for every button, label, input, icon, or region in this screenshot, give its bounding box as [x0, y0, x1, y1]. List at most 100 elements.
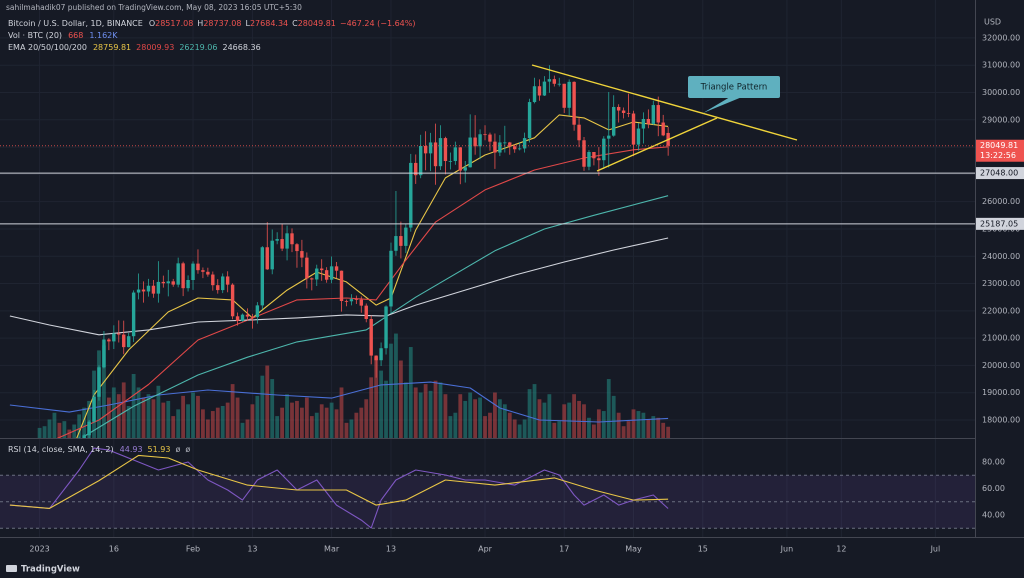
callout-box	[688, 76, 780, 98]
volume-bar	[324, 407, 329, 438]
volume-bar	[364, 399, 369, 438]
volume-bar	[398, 360, 403, 438]
volume-bar	[522, 419, 527, 438]
candle-body	[349, 299, 354, 302]
candle-body	[191, 263, 195, 280]
volume-bar	[408, 347, 413, 438]
candle-body	[616, 106, 621, 111]
candle-body	[448, 161, 453, 162]
volume-bar	[146, 394, 151, 438]
rsi-pane	[0, 447, 975, 529]
y-tick-label: 32000.00	[982, 33, 1020, 42]
candle-body	[230, 284, 235, 317]
volume-bar	[606, 379, 611, 438]
candle-body	[493, 141, 497, 153]
volume-bar	[201, 409, 205, 438]
candle-body	[315, 268, 319, 280]
candle-body	[443, 138, 448, 162]
y-tick-label: 19000.00	[982, 388, 1020, 397]
volume-bar	[102, 345, 106, 438]
ema-line	[56, 146, 669, 438]
rsi-name: RSI (14, close, SMA, 14, 2)	[8, 445, 114, 454]
x-tick-label: 2023	[29, 545, 49, 554]
x-tick-label: 16	[109, 545, 119, 554]
candle-body	[517, 148, 522, 150]
candle-body	[112, 333, 116, 342]
candle-body	[211, 274, 215, 286]
level-label: 27048.00	[980, 169, 1018, 178]
ema-legend: EMA 20/50/100/200 28759.81 28009.93 26219.0…	[8, 43, 261, 52]
candle-body	[532, 86, 537, 103]
ema-line	[83, 195, 669, 437]
volume-bar	[661, 422, 666, 438]
rsi-line	[9, 447, 669, 529]
candle-body	[646, 118, 651, 124]
volume-bar	[255, 395, 260, 438]
volume-bar	[448, 416, 453, 438]
ema-line	[9, 237, 669, 336]
candle-body	[181, 263, 185, 289]
y-tick-label: 31000.00	[982, 61, 1020, 70]
volume-bar	[359, 407, 364, 438]
candle-body	[265, 247, 269, 270]
volume-bar	[621, 426, 626, 438]
last-price-tag	[976, 139, 1024, 162]
volume-bar	[616, 412, 621, 438]
candle-body	[503, 142, 507, 144]
volume-bar	[641, 412, 646, 438]
volume-bar	[245, 419, 250, 438]
volume-bar	[141, 397, 146, 438]
trendline-upper	[531, 64, 798, 141]
logo: TradingView	[6, 565, 80, 575]
x-tick-label: 12	[836, 545, 846, 554]
volume-bar	[636, 411, 641, 438]
candle-body	[161, 281, 166, 284]
candle-body	[255, 305, 260, 318]
ema20-last: 28759.81	[93, 43, 131, 52]
rsi-tick-label: 60.00	[982, 484, 1005, 493]
volume-bar	[77, 414, 82, 438]
candle-body	[250, 316, 255, 318]
candle-body	[374, 355, 378, 361]
volume-bar	[532, 384, 537, 438]
logo-icon	[6, 565, 17, 572]
volume-bar	[626, 421, 631, 438]
volume-bar	[458, 394, 463, 438]
candle-body	[171, 281, 175, 285]
volume-bar	[126, 405, 131, 438]
candle-body	[82, 435, 86, 438]
candle-body	[92, 396, 96, 422]
published-note: sahilmahadik07 published on TradingView.…	[6, 3, 302, 12]
y-tick-label: 20000.00	[982, 361, 1020, 370]
candle-body	[359, 299, 363, 306]
volume-bar	[57, 422, 62, 438]
volume-bar	[527, 389, 532, 438]
volume-bar	[136, 387, 141, 438]
rsi-last: 44.93	[120, 445, 143, 454]
volume-bar	[334, 409, 339, 438]
volume-name: Vol · BTC (20)	[8, 31, 62, 40]
volume-bar	[62, 421, 67, 438]
volume-bar	[265, 365, 270, 438]
x-tick-label: Mar	[324, 545, 340, 554]
y-tick-label: 21000.00	[982, 334, 1020, 343]
volume-bar	[329, 402, 334, 438]
x-tick-label: Jul	[930, 545, 941, 554]
volume-bar	[304, 397, 309, 438]
volume-bar	[87, 400, 91, 438]
y-tick-label: 30000.00	[982, 88, 1020, 97]
volume-bar	[493, 392, 497, 438]
candle-body	[305, 257, 309, 279]
candle-body	[438, 138, 443, 167]
volume-bar	[418, 392, 423, 438]
ema-name: EMA 20/50/100/200	[8, 43, 87, 52]
volume-bar	[577, 400, 581, 438]
o-label: O	[149, 19, 155, 28]
callout-pointer	[703, 97, 742, 113]
volume-bar	[631, 409, 636, 438]
volume-bar	[339, 387, 344, 438]
volume-bar	[552, 422, 557, 438]
brand: TradingView	[21, 565, 80, 575]
level-tag	[976, 167, 1024, 180]
